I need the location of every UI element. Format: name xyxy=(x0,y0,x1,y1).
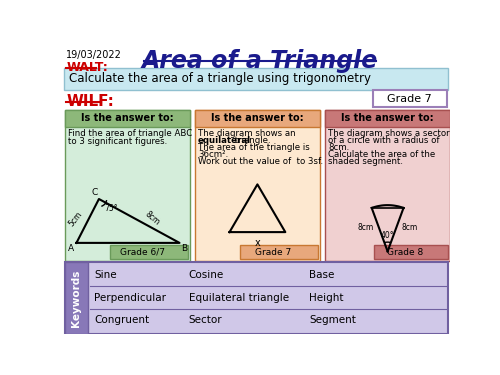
Text: of a circle with a radius of: of a circle with a radius of xyxy=(328,136,440,145)
Text: 5cm: 5cm xyxy=(66,210,84,229)
Text: 8cm: 8cm xyxy=(402,223,418,232)
Text: C: C xyxy=(91,189,98,198)
Text: Sector: Sector xyxy=(189,315,222,325)
Text: Grade 8: Grade 8 xyxy=(386,248,423,256)
FancyBboxPatch shape xyxy=(65,110,190,261)
Text: Segment: Segment xyxy=(309,315,356,325)
Text: to 3 significant figures.: to 3 significant figures. xyxy=(68,136,167,146)
Text: The diagram shows an: The diagram shows an xyxy=(198,129,296,138)
FancyBboxPatch shape xyxy=(195,110,320,261)
Text: Is the answer to:: Is the answer to: xyxy=(211,113,304,123)
Text: Congruent: Congruent xyxy=(94,315,150,325)
Text: 36cm².: 36cm². xyxy=(198,150,228,159)
Text: WILF:: WILF: xyxy=(66,93,114,108)
FancyBboxPatch shape xyxy=(195,110,320,127)
Text: Grade 7: Grade 7 xyxy=(255,248,291,256)
Text: Calculate the area of a triangle using trigonometry: Calculate the area of a triangle using t… xyxy=(68,72,370,86)
Text: Area of a Triangle: Area of a Triangle xyxy=(142,49,378,73)
Text: WALT:: WALT: xyxy=(66,61,108,74)
Text: 8cm.: 8cm. xyxy=(328,143,349,152)
Text: Work out the value of  to 3sf.: Work out the value of to 3sf. xyxy=(198,157,323,166)
FancyBboxPatch shape xyxy=(374,245,448,259)
FancyBboxPatch shape xyxy=(372,90,447,107)
Polygon shape xyxy=(372,205,404,251)
Text: x: x xyxy=(254,237,260,248)
Text: Grade 6/7: Grade 6/7 xyxy=(120,248,165,256)
Text: Find the area of triangle ABC: Find the area of triangle ABC xyxy=(68,129,192,138)
Text: Perpendicular: Perpendicular xyxy=(94,293,166,303)
Text: Calculate the area of the: Calculate the area of the xyxy=(328,150,436,159)
Text: Base: Base xyxy=(309,270,334,280)
Text: triangle.: triangle. xyxy=(232,136,271,145)
Text: Is the answer to:: Is the answer to: xyxy=(342,113,434,123)
Text: 19/03/2022: 19/03/2022 xyxy=(66,50,122,60)
FancyBboxPatch shape xyxy=(325,110,450,261)
Text: 40°: 40° xyxy=(381,231,394,240)
Text: B: B xyxy=(181,244,187,254)
Text: Height: Height xyxy=(309,293,344,303)
FancyBboxPatch shape xyxy=(65,262,448,334)
Text: 75°: 75° xyxy=(104,204,118,213)
FancyBboxPatch shape xyxy=(64,68,448,90)
FancyBboxPatch shape xyxy=(65,110,190,127)
Text: Equilateral triangle: Equilateral triangle xyxy=(189,293,289,303)
Text: Sine: Sine xyxy=(94,270,117,280)
Text: Grade 7: Grade 7 xyxy=(388,94,432,104)
Polygon shape xyxy=(372,205,404,208)
Text: 8cm: 8cm xyxy=(358,223,374,232)
Text: The area of the triangle is: The area of the triangle is xyxy=(198,143,310,152)
FancyBboxPatch shape xyxy=(65,262,88,334)
Text: equilateral: equilateral xyxy=(198,136,252,145)
Text: 8cm: 8cm xyxy=(143,210,162,227)
Text: Cosine: Cosine xyxy=(189,270,224,280)
FancyBboxPatch shape xyxy=(325,110,450,127)
Text: Is the answer to:: Is the answer to: xyxy=(81,113,174,123)
Text: Keywords: Keywords xyxy=(72,269,82,327)
FancyBboxPatch shape xyxy=(240,245,318,259)
FancyBboxPatch shape xyxy=(110,245,188,259)
Text: shaded segment.: shaded segment. xyxy=(328,157,404,166)
Text: A: A xyxy=(68,244,74,254)
Text: The diagram shows a sector: The diagram shows a sector xyxy=(328,129,450,138)
